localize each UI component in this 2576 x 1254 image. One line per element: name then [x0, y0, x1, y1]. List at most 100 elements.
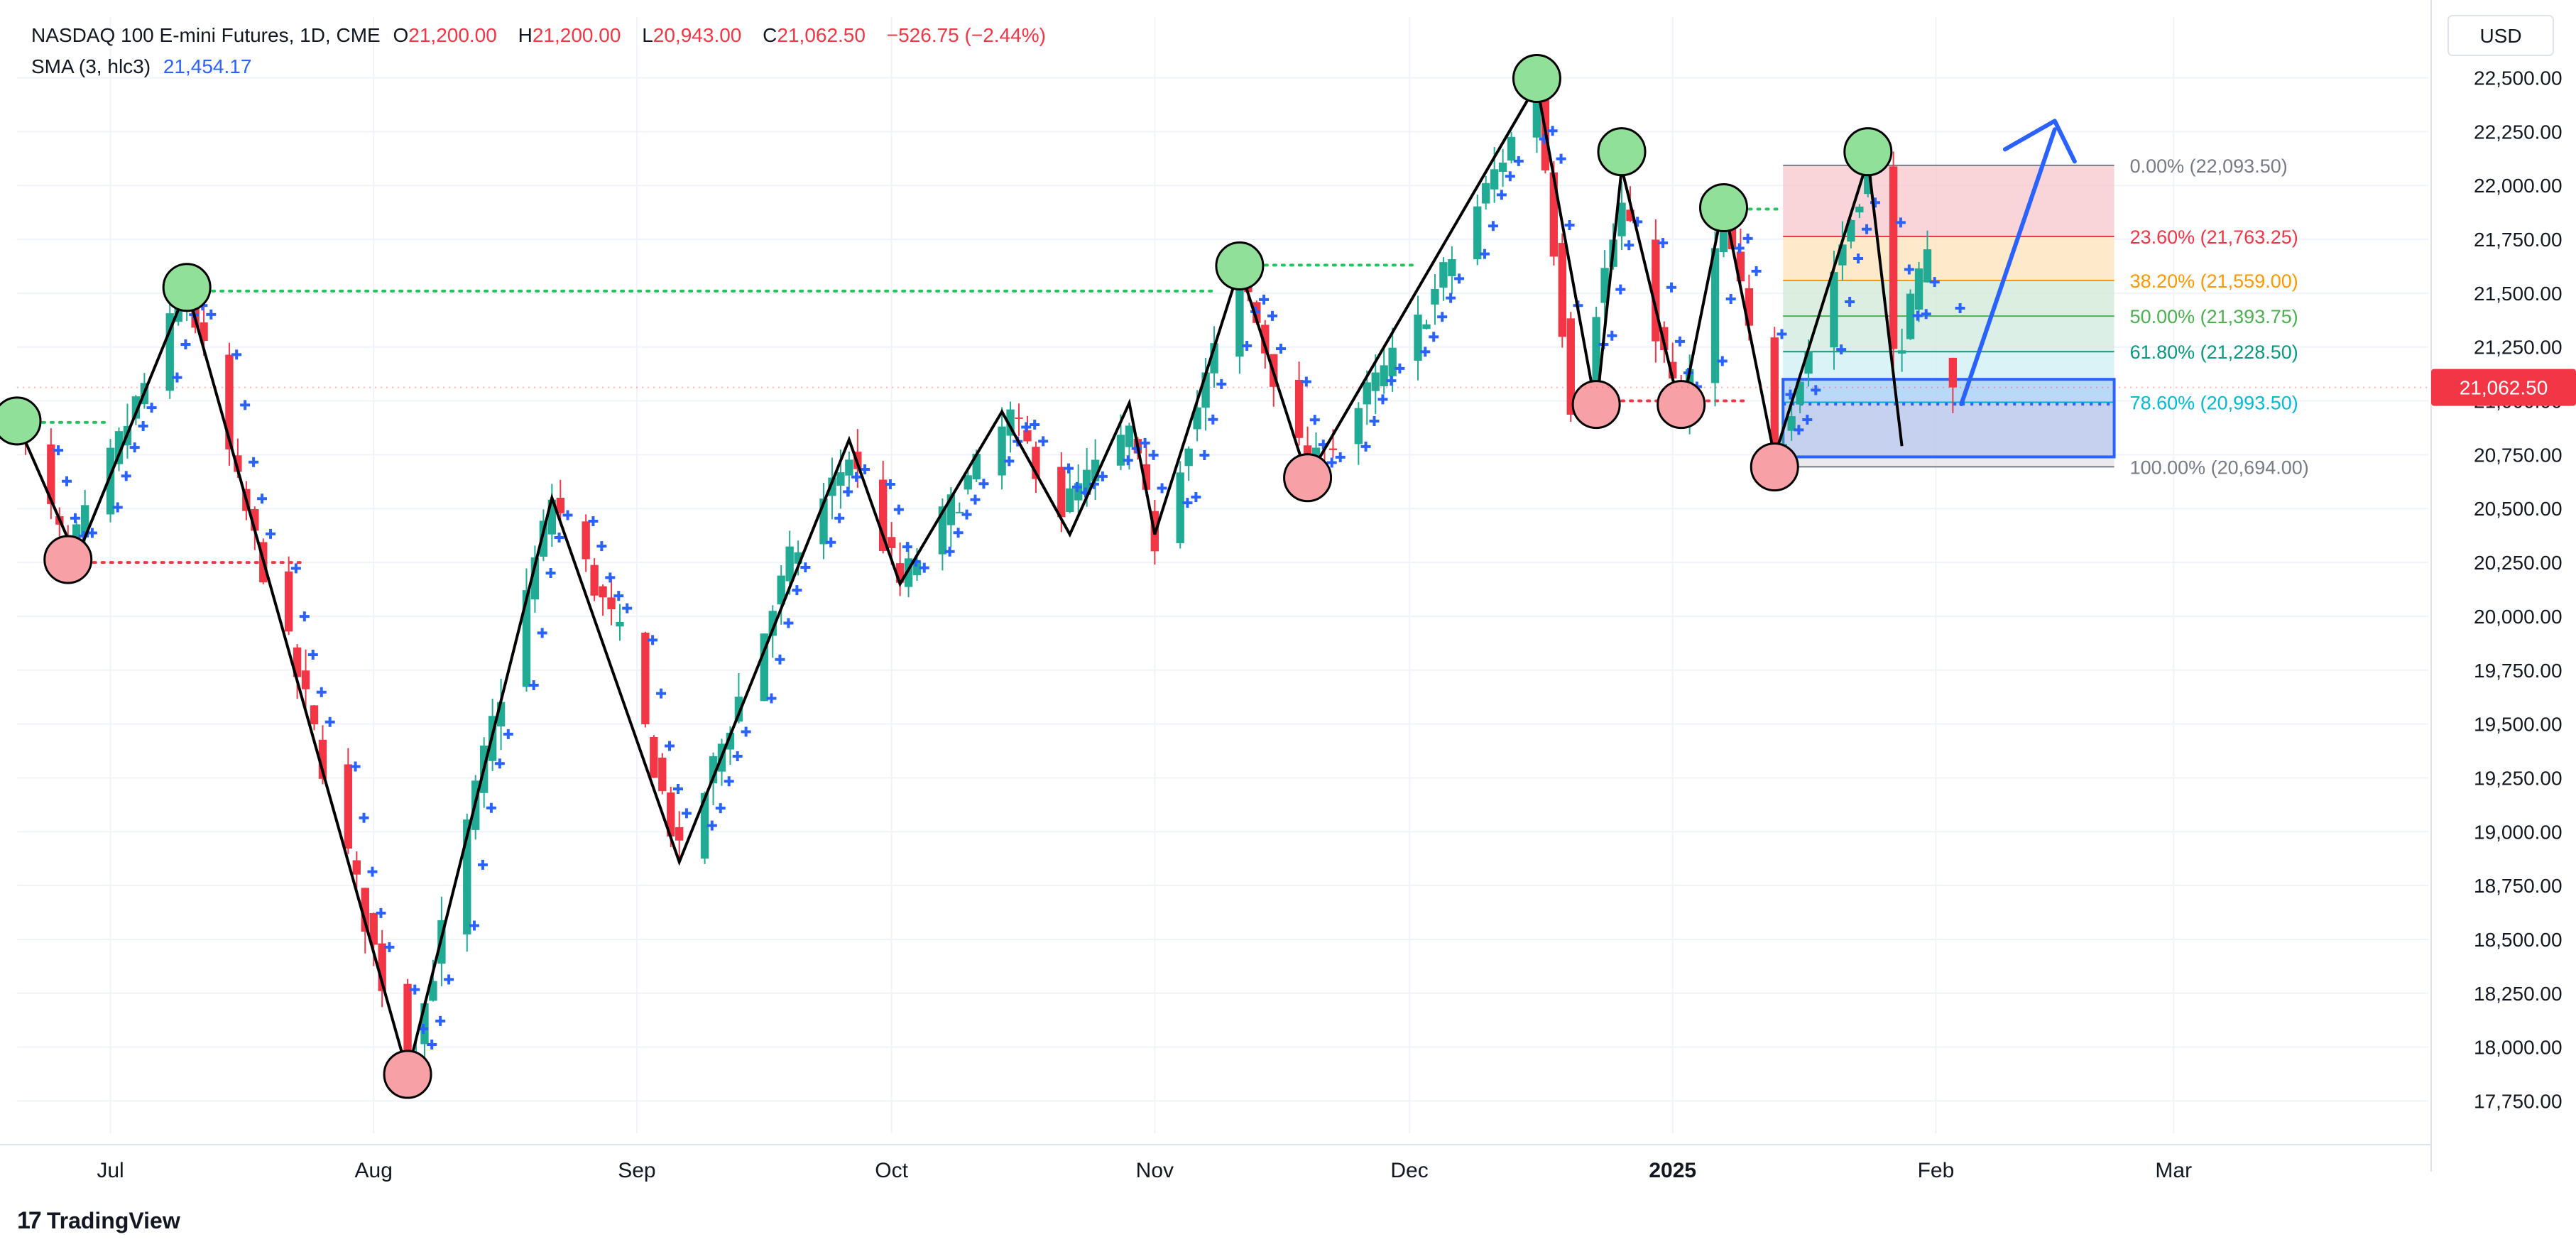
candle-body	[845, 459, 853, 476]
candle-body	[760, 633, 768, 702]
candle-body	[496, 702, 506, 727]
price-axis-tick-label: 21,750.00	[2474, 229, 2563, 251]
sma-point	[257, 494, 268, 504]
target-zone-box	[1781, 378, 2116, 459]
sma-point	[1624, 240, 1634, 251]
candle-body	[1431, 288, 1439, 305]
price-axis: 17,750.00 18,000.00 18,250.00 18,500.00 18,7…	[2430, 0, 2576, 1172]
sma-point	[596, 541, 607, 552]
fib-band	[1783, 280, 2114, 317]
sma-point	[350, 761, 361, 772]
candle-body	[1015, 417, 1023, 419]
sma-point	[1895, 217, 1906, 228]
candle	[1354, 402, 1363, 465]
sma-point	[180, 339, 191, 350]
price-axis-tick-label: 20,000.00	[2474, 606, 2563, 628]
candle	[1923, 230, 1932, 283]
sma-point	[622, 603, 633, 614]
price-axis-tick-label: 21,250.00	[2474, 337, 2563, 359]
candle-body	[1473, 206, 1482, 260]
sma-point	[121, 471, 131, 481]
candle-body	[972, 453, 981, 480]
candle	[344, 748, 353, 854]
candle-body	[590, 565, 599, 596]
candle-body	[1414, 315, 1422, 361]
candle	[1294, 361, 1304, 446]
indicator-row: SMA (3, hlc3) 21,454.17	[31, 51, 1053, 82]
sma-point	[1751, 266, 1762, 276]
candle-body	[1184, 448, 1193, 467]
last-price-box	[2431, 369, 2576, 406]
sma-point	[1505, 171, 1515, 182]
tradingview-branding[interactable]: 17 TradingView	[17, 1207, 180, 1235]
sma-point	[172, 372, 182, 383]
pivot-high-marker	[1597, 127, 1647, 177]
candle-body	[1261, 325, 1270, 354]
sma-point	[672, 783, 683, 794]
candle-body	[1600, 268, 1609, 303]
candle	[658, 753, 667, 795]
sma-point	[1309, 415, 1320, 425]
pivot-low-marker	[383, 1049, 432, 1099]
candle	[1066, 467, 1074, 513]
sma-point	[783, 618, 794, 628]
symbol-title[interactable]: NASDAQ 100 E-mini Futures, 1D, CME	[31, 24, 381, 46]
sma-point	[681, 808, 692, 819]
candle	[1431, 274, 1439, 325]
sma-point	[724, 776, 734, 787]
candle-body	[1439, 262, 1448, 288]
ohlc-open-value: 21,200.00	[408, 24, 497, 46]
candle	[700, 791, 709, 864]
candle	[998, 407, 1006, 490]
candle	[819, 482, 828, 560]
candle	[1948, 357, 1958, 413]
candle-body	[1914, 268, 1923, 310]
sma-point	[469, 920, 479, 931]
candle-body	[1787, 416, 1796, 431]
sma-point	[1004, 456, 1015, 467]
pivot-high-marker	[1699, 183, 1749, 233]
candle-body	[1142, 464, 1151, 490]
candle-body	[403, 983, 412, 1081]
pivot-markers	[0, 54, 1893, 1099]
candle	[1652, 219, 1660, 363]
candle	[582, 514, 590, 572]
sma-point	[1437, 312, 1448, 322]
candle	[1176, 461, 1184, 549]
ohlc-high-value: 21,200.00	[532, 24, 621, 46]
sma-point	[665, 741, 675, 751]
sma-point	[766, 693, 777, 704]
candle	[1210, 326, 1218, 388]
candle	[1422, 320, 1431, 330]
candle-body	[284, 571, 293, 632]
pivot-high-marker	[1215, 241, 1265, 290]
price-axis-tick-label: 19,000.00	[2474, 821, 2563, 843]
sma-point	[53, 445, 64, 456]
candle	[165, 304, 174, 399]
fib-band	[1783, 165, 2114, 237]
sma-point	[376, 907, 386, 918]
sma-point	[1845, 297, 1855, 307]
sma-point	[206, 309, 217, 320]
candle-body	[344, 764, 353, 849]
time-axis-tick-label: Jul	[97, 1159, 124, 1182]
sma-point	[1267, 310, 1278, 321]
candle-body	[1448, 258, 1456, 276]
candle	[1363, 370, 1371, 425]
time-axis-tick-label: Oct	[875, 1159, 908, 1182]
time-axis: Jul Aug Sep Oct Nov Dec 2025 Feb Mar	[0, 1144, 2431, 1182]
sma-point	[656, 688, 667, 699]
ohlc-open-key: O	[393, 24, 409, 46]
sma-point	[1275, 344, 1286, 354]
sma-point	[1904, 264, 1914, 275]
candle-body	[938, 506, 947, 555]
candle	[1600, 250, 1609, 322]
candle	[590, 557, 599, 601]
candle	[1473, 194, 1482, 266]
fib-level-label: 100.00% (20,694.00)	[2130, 457, 2309, 478]
indicator-name[interactable]: SMA (3, hlc3)	[31, 55, 151, 77]
candle	[675, 811, 684, 859]
candle-body	[1626, 209, 1634, 222]
